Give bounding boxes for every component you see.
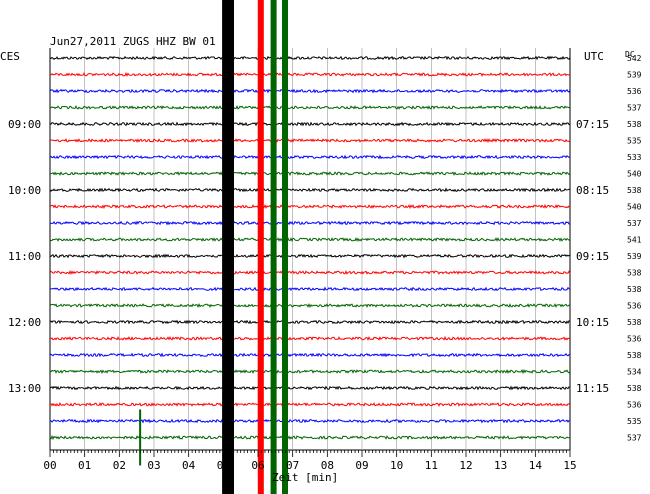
- trace-line: [49, 121, 570, 127]
- x-tick-label: 08: [321, 459, 334, 472]
- dc-value-labels: 542 539 536 537 538 535 533 540 538 540 537 541 539 5…: [627, 54, 642, 443]
- x-tick-label: 14: [529, 459, 543, 472]
- x-tick-label: 11: [425, 459, 438, 472]
- trace-line: [49, 187, 571, 193]
- dc-value: 534: [627, 368, 642, 377]
- left-timezone-label: CES: [0, 50, 20, 63]
- dc-value: 539: [627, 252, 642, 261]
- left-hour-label: 11:00: [8, 250, 41, 263]
- dc-value: 537: [627, 434, 642, 443]
- trace-line: [49, 220, 571, 226]
- dc-value: 541: [627, 236, 642, 245]
- dc-value: 538: [627, 186, 642, 195]
- dc-value: 536: [627, 335, 642, 344]
- right-hour-label: 09:15: [576, 250, 609, 263]
- trace-line: [49, 434, 571, 441]
- trace-line: [49, 270, 571, 275]
- trace-line: [49, 385, 571, 391]
- trace-line: [49, 418, 571, 424]
- x-tick-label: 04: [182, 459, 196, 472]
- dc-value: 533: [627, 153, 642, 162]
- time-axis: 00 01 02 03 04 05 06 07 08 09 10 11 12 13 14 15: [43, 450, 577, 472]
- trace-line: [49, 253, 571, 259]
- right-hour-label: 08:15: [576, 184, 609, 197]
- trace-line: [49, 352, 571, 358]
- right-hour-label: 10:15: [576, 316, 609, 329]
- saturated-event-band: [257, 0, 264, 494]
- chart-title: Jun27,2011 ZUGS HHZ BW 01: [50, 35, 216, 48]
- dc-value: 540: [627, 203, 642, 212]
- right-hour-label: 07:15: [576, 118, 609, 131]
- trace-line: [49, 368, 571, 375]
- left-hour-labels: 09:00 10:00 11:00 12:00 13:00: [8, 118, 41, 395]
- dc-value: 537: [627, 104, 642, 113]
- event-group: [139, 0, 288, 494]
- x-tick-label: 09: [355, 459, 368, 472]
- x-tick-label: 12: [459, 459, 472, 472]
- dc-value: 538: [627, 351, 642, 360]
- left-hour-label: 10:00: [8, 184, 41, 197]
- x-tick-label: 00: [43, 459, 56, 472]
- x-axis-title: Zeit [min]: [272, 471, 338, 484]
- saturated-event-band: [228, 0, 234, 494]
- left-hour-label: 13:00: [8, 382, 41, 395]
- trace-line: [49, 237, 571, 242]
- x-tick-label: 07: [286, 459, 299, 472]
- dc-header: DC: [625, 50, 635, 59]
- dc-value: 539: [627, 71, 642, 80]
- left-hour-label: 09:00: [8, 118, 41, 131]
- x-tick-label: 15: [563, 459, 576, 472]
- x-tick-label: 05: [217, 459, 230, 472]
- trace-line: [49, 55, 571, 61]
- trace-line: [49, 402, 571, 407]
- trace-line: [49, 171, 571, 176]
- dc-value: 536: [627, 302, 642, 311]
- trace-line: [49, 203, 571, 210]
- x-tick-label: 06: [251, 459, 264, 472]
- right-timezone-label: UTC: [584, 50, 604, 63]
- dc-value: 538: [627, 384, 642, 393]
- dc-value: 538: [627, 269, 642, 278]
- dc-value: 537: [627, 219, 642, 228]
- trace-line: [49, 302, 571, 309]
- x-tick-label: 01: [78, 459, 91, 472]
- dc-value: 538: [627, 318, 642, 327]
- dc-value: 538: [627, 120, 642, 129]
- saturated-event-band: [270, 0, 277, 494]
- right-hour-labels: 07:15 08:15 09:15 10:15 11:15: [576, 118, 609, 395]
- trace-line: [49, 335, 571, 341]
- trace-line: [49, 154, 571, 160]
- dc-value: 536: [627, 401, 642, 410]
- x-tick-label: 13: [494, 459, 507, 472]
- dc-value: 535: [627, 137, 642, 146]
- dc-value: 535: [627, 417, 642, 426]
- x-tick-label: 10: [390, 459, 403, 472]
- dc-value: 538: [627, 285, 642, 294]
- trace-line: [49, 71, 571, 77]
- dc-value: 542: [627, 54, 642, 63]
- dc-value: 540: [627, 170, 642, 179]
- x-tick-label: 03: [147, 459, 160, 472]
- trace-group: [49, 55, 571, 441]
- left-hour-label: 12:00: [8, 316, 41, 329]
- dc-value: 536: [627, 87, 642, 96]
- trace-line: [49, 105, 571, 110]
- saturated-event-band: [222, 0, 229, 494]
- x-tick-label: 02: [113, 459, 126, 472]
- saturated-event-band: [282, 0, 288, 494]
- trace-line: [49, 319, 571, 325]
- right-hour-label: 11:15: [576, 382, 609, 395]
- trace-line: [49, 138, 571, 143]
- trace-line: [49, 286, 571, 292]
- trace-line: [49, 88, 571, 94]
